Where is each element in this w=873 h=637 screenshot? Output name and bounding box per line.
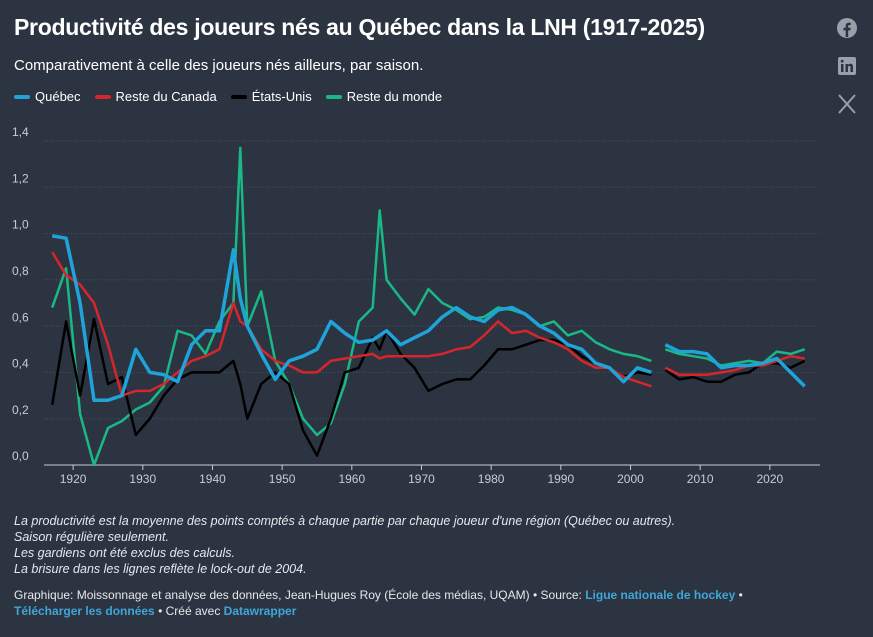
byline: Graphique: Moissonnage et analyse des do… xyxy=(14,588,530,602)
y-tick-label: 0,6 xyxy=(12,310,29,324)
separator: • xyxy=(158,604,163,618)
legend-swatch xyxy=(94,94,111,99)
x-tick-label: 1920 xyxy=(60,472,87,486)
note: Saison régulière seulement. xyxy=(14,530,169,544)
made-with: Créé avec xyxy=(165,604,221,618)
linkedin-icon[interactable] xyxy=(838,57,856,75)
legend-swatch xyxy=(14,94,30,99)
legend-swatch xyxy=(230,94,247,99)
x-tick-label: 1960 xyxy=(338,472,365,486)
y-tick-label: 0,4 xyxy=(12,357,29,371)
x-tick-label: 1990 xyxy=(547,472,574,486)
download-link[interactable]: Télécharger les données xyxy=(14,604,155,618)
source-link[interactable]: Ligue nationale de hockey xyxy=(585,588,736,602)
share-icons xyxy=(837,18,857,114)
legend-label: Québec xyxy=(35,89,81,104)
chart-title: Productivité des joueurs nés au Québec d… xyxy=(14,14,705,40)
y-tick-label: 1,4 xyxy=(12,125,29,139)
legend-item: Reste du Canada xyxy=(94,89,217,104)
legend-item: Québec xyxy=(14,89,81,104)
y-tick-label: 0,8 xyxy=(12,264,29,278)
y-tick-label: 0,0 xyxy=(12,449,29,463)
x-tick-label: 2010 xyxy=(687,472,714,486)
x-tick-label: 1970 xyxy=(408,472,435,486)
legend: Québec Reste du Canada États-Unis Reste du … xyxy=(14,89,442,104)
y-tick-label: 0,2 xyxy=(12,403,29,417)
x-tick-label: 1980 xyxy=(478,472,505,486)
y-tick-label: 1,2 xyxy=(12,171,29,185)
series-line xyxy=(51,251,805,397)
legend-label: Reste du Canada xyxy=(115,89,217,104)
x-tick-label: 2000 xyxy=(617,472,644,486)
y-tick-label: 1,0 xyxy=(12,218,29,232)
chart-subtitle: Comparativement à celle des joueurs nés … xyxy=(14,57,424,74)
legend-item: Reste du monde xyxy=(325,89,443,104)
legend-swatch xyxy=(325,94,342,99)
x-tick-label: 2020 xyxy=(756,472,783,486)
separator: • xyxy=(738,588,743,602)
series-line xyxy=(50,317,806,457)
note: La productivité est la moyenne des point… xyxy=(14,514,676,528)
note: Les gardiens ont été exclus des calculs. xyxy=(14,546,235,560)
notes: La productivité est la moyenne des point… xyxy=(14,513,675,577)
footer: Graphique: Moissonnage et analyse des do… xyxy=(14,587,814,619)
legend-label: États-Unis xyxy=(251,89,312,104)
x-tick-label: 1950 xyxy=(269,472,296,486)
series-line xyxy=(51,146,806,467)
tool-link[interactable]: Datawrapper xyxy=(223,604,297,618)
x-tick-label: 1940 xyxy=(199,472,226,486)
x-tick-label: 1930 xyxy=(129,472,156,486)
legend-label: Reste du monde xyxy=(346,89,443,104)
source-label: Source: xyxy=(540,588,582,602)
chart: 0,0 0,2 0,4 0,6 0,8 1,0 1,2 1,4 1920 1930 1940 1950… xyxy=(12,125,820,486)
x-icon[interactable] xyxy=(838,94,856,114)
facebook-icon[interactable] xyxy=(837,18,857,38)
note: La brisure dans les lignes reflète le lo… xyxy=(14,562,307,576)
series-line xyxy=(51,234,806,402)
separator: • xyxy=(532,588,538,602)
legend-item: États-Unis xyxy=(230,89,312,104)
